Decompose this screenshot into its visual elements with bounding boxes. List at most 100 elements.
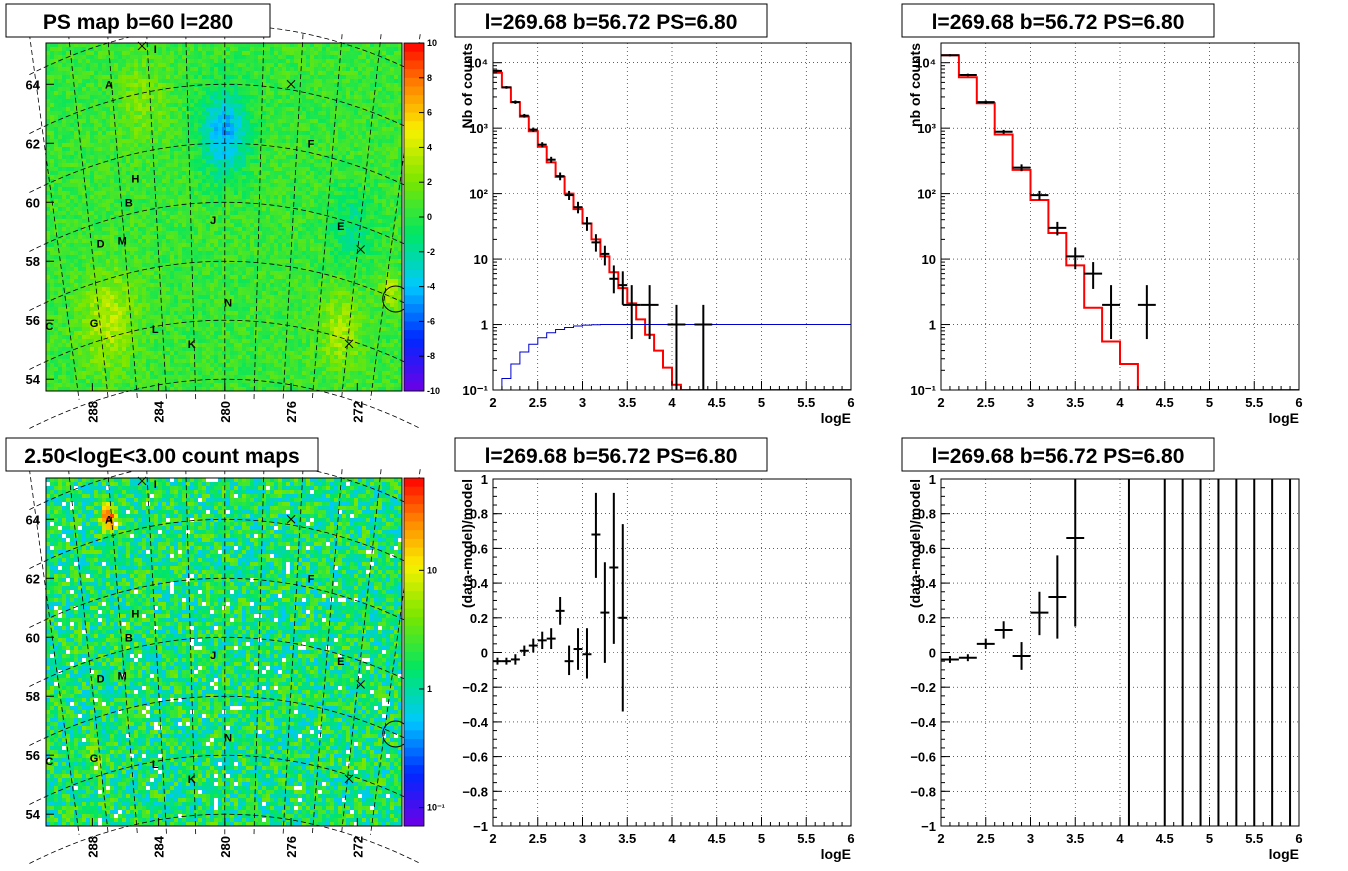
heatmap-cell: [194, 91, 199, 96]
heatmap-cell: [114, 251, 119, 256]
heatmap-cell: [358, 91, 363, 96]
heatmap-cell: [362, 231, 367, 236]
heatmap-cell: [242, 231, 247, 236]
heatmap-cell: [74, 59, 79, 64]
heatmap-cell: [342, 227, 347, 232]
heatmap-cell: [214, 79, 219, 84]
heatmap-cell: [346, 235, 351, 240]
heatmap-cell: [70, 179, 75, 184]
heatmap-cell: [138, 199, 143, 204]
heatmap-cell: [302, 111, 307, 116]
heatmap-cell: [138, 55, 143, 60]
heatmap-cell: [262, 263, 267, 268]
heatmap-cell: [110, 131, 115, 136]
heatmap-cell: [362, 215, 367, 220]
heatmap-cell: [194, 167, 199, 172]
heatmap-cell: [170, 247, 175, 252]
heatmap-cell: [70, 163, 75, 168]
heatmap-cell: [78, 183, 83, 188]
heatmap-cell: [222, 147, 227, 152]
heatmap-cell: [202, 163, 207, 168]
heatmap-cell: [182, 119, 187, 124]
heatmap-cell: [162, 111, 167, 116]
heatmap-cell: [330, 127, 335, 132]
heatmap-cell: [62, 139, 67, 144]
heatmap-cell: [346, 71, 351, 76]
heatmap-cell: [186, 199, 191, 204]
heatmap-cell: [322, 207, 327, 212]
heatmap-cell: [218, 119, 223, 124]
heatmap-cell: [354, 75, 359, 80]
heatmap-cell: [322, 79, 327, 84]
heatmap-cell: [230, 119, 235, 124]
heatmap-cell: [118, 71, 123, 76]
heatmap-cell: [346, 175, 351, 180]
heatmap-cell: [210, 91, 215, 96]
heatmap-cell: [334, 179, 339, 184]
heatmap-cell: [270, 67, 275, 72]
heatmap-cell: [258, 199, 263, 204]
heatmap-cell: [322, 231, 327, 236]
heatmap-cell: [382, 71, 387, 76]
heatmap-cell: [182, 179, 187, 184]
heatmap-cell: [330, 175, 335, 180]
heatmap-cell: [218, 211, 223, 216]
heatmap-cell: [346, 111, 351, 116]
heatmap-cell: [242, 235, 247, 240]
heatmap-cell: [58, 203, 63, 208]
heatmap-cell: [386, 115, 391, 120]
heatmap-cell: [326, 239, 331, 244]
heatmap-cell: [182, 215, 187, 220]
heatmap-cell: [142, 211, 147, 216]
heatmap-cell: [318, 91, 323, 96]
heatmap-cell: [218, 199, 223, 204]
heatmap-cell: [222, 95, 227, 100]
heatmap-cell: [242, 127, 247, 132]
heatmap-cell: [226, 159, 231, 164]
heatmap-cell: [330, 99, 335, 104]
heatmap-cell: [310, 223, 315, 228]
heatmap-cell: [310, 215, 315, 220]
heatmap-cell: [190, 87, 195, 92]
heatmap-cell: [218, 187, 223, 192]
heatmap-cell: [214, 91, 219, 96]
heatmap-cell: [250, 155, 255, 160]
heatmap-cell: [178, 175, 183, 180]
heatmap-cell: [338, 227, 343, 232]
heatmap-cell: [334, 155, 339, 160]
heatmap-cell: [78, 95, 83, 100]
heatmap-cell: [78, 235, 83, 240]
heatmap-cell: [238, 227, 243, 232]
heatmap-cell: [166, 75, 171, 80]
heatmap-cell: [326, 67, 331, 72]
heatmap-cell: [302, 59, 307, 64]
heatmap-cell: [118, 227, 123, 232]
heatmap-cell: [334, 83, 339, 88]
heatmap-cell: [210, 239, 215, 244]
heatmap-cell: [242, 91, 247, 96]
heatmap-cell: [270, 151, 275, 156]
heatmap-cell: [278, 139, 283, 144]
heatmap-cell: [86, 151, 91, 156]
heatmap-cell: [198, 199, 203, 204]
heatmap-cell: [86, 191, 91, 196]
heatmap-cell: [298, 59, 303, 64]
heatmap-cell: [82, 191, 87, 196]
heatmap-cell: [130, 211, 135, 216]
heatmap-cell: [286, 159, 291, 164]
heatmap-cell: [318, 55, 323, 60]
heatmap-cell: [86, 223, 91, 228]
heatmap-cell: [62, 147, 67, 152]
heatmap-cell: [226, 91, 231, 96]
heatmap-cell: [310, 51, 315, 56]
heatmap-cell: [238, 67, 243, 72]
heatmap-cell: [262, 83, 267, 88]
heatmap-cell: [130, 51, 135, 56]
heatmap-cell: [142, 259, 147, 264]
heatmap-cell: [142, 127, 147, 132]
heatmap-cell: [258, 83, 263, 88]
heatmap-cell: [126, 159, 131, 164]
heatmap-cell: [210, 131, 215, 136]
heatmap-cell: [302, 207, 307, 212]
heatmap-cell: [346, 259, 351, 264]
